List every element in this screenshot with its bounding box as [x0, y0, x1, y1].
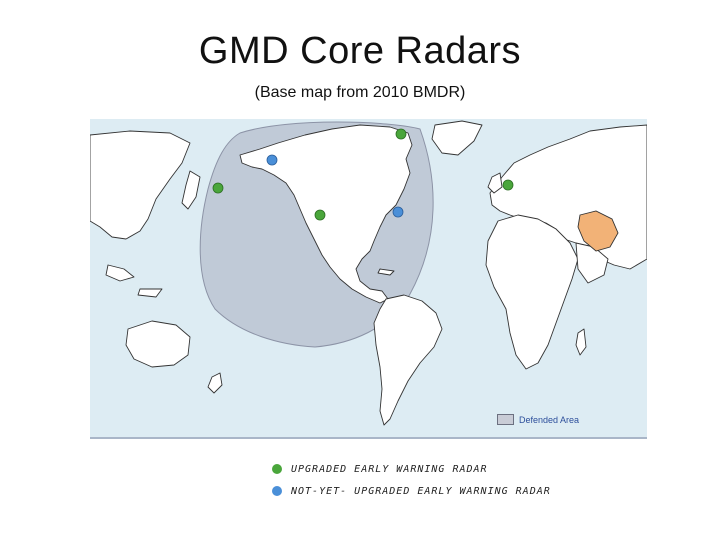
radar-upgraded-fylingdales	[502, 179, 514, 191]
madagascar	[575, 328, 587, 356]
uk	[487, 172, 503, 194]
slide-title: GMD Core Radars	[198, 30, 522, 72]
legend-row-upgraded: UPGRADED EARLY WARNING RADAR	[272, 458, 572, 480]
defended-area-swatch	[497, 414, 514, 425]
north-america	[239, 124, 413, 304]
caribbean-islands	[377, 268, 395, 276]
new-zealand	[207, 372, 223, 394]
radar-upgraded-thule	[395, 128, 407, 140]
world-map: Defended Area	[90, 119, 647, 439]
australia	[125, 320, 191, 368]
radar-not-upgraded-clear	[266, 154, 278, 166]
japan	[181, 170, 201, 210]
not-upgraded-radar-dot-icon	[272, 486, 282, 496]
iran-highlight	[577, 210, 619, 252]
radar-legend: UPGRADED EARLY WARNING RADAR NOT-YET- UP…	[272, 458, 572, 502]
greenland	[431, 120, 483, 156]
legend-label-upgraded: UPGRADED EARLY WARNING RADAR	[291, 463, 488, 475]
legend-row-not-upgraded: NOT-YET- UPGRADED EARLY WARNING RADAR	[272, 480, 572, 502]
defended-area-legend: Defended Area	[497, 414, 579, 425]
east-asia	[90, 130, 191, 240]
legend-label-not-upgraded: NOT-YET- UPGRADED EARLY WARNING RADAR	[291, 485, 551, 497]
world-map-svg	[90, 119, 647, 437]
upgraded-radar-dot-icon	[272, 464, 282, 474]
slide-subtitle: (Base map from 2010 BMDR)	[254, 84, 466, 101]
radar-upgraded-shemya	[212, 182, 224, 194]
africa	[485, 214, 579, 370]
south-america	[373, 294, 443, 426]
radar-not-upgraded-cape-cod	[392, 206, 404, 218]
defended-area-label: Defended Area	[519, 414, 580, 425]
indonesia	[105, 264, 163, 298]
radar-upgraded-beale	[314, 209, 326, 221]
